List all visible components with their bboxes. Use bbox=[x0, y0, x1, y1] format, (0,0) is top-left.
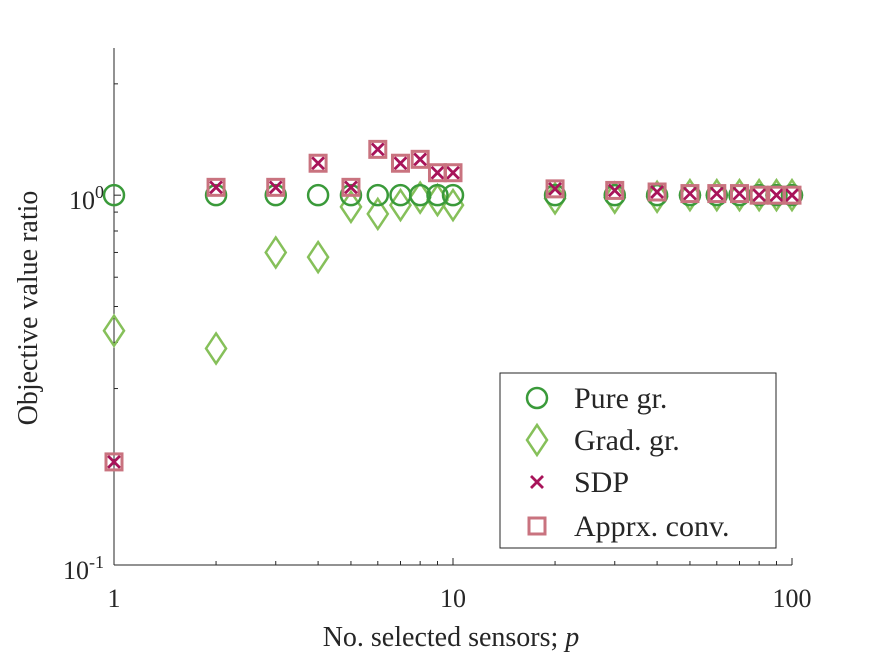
ticks: 1 10 100 10-1 100 bbox=[63, 83, 812, 613]
x-point bbox=[682, 186, 697, 201]
legend-label: Pure gr. bbox=[574, 382, 667, 415]
square-point bbox=[443, 163, 463, 183]
x-point bbox=[393, 156, 408, 171]
series-circle bbox=[102, 183, 804, 207]
x-point bbox=[446, 165, 460, 180]
x-point bbox=[548, 181, 563, 196]
circle-point bbox=[102, 183, 126, 207]
legend-label: SDP bbox=[574, 466, 629, 499]
circle-point bbox=[543, 183, 567, 207]
x-tick-label: 10 bbox=[440, 584, 466, 613]
circle-point bbox=[780, 183, 804, 207]
x-tick-label: 100 bbox=[773, 584, 812, 613]
circle-point bbox=[366, 183, 390, 207]
square-point bbox=[341, 177, 361, 197]
x-point bbox=[268, 180, 283, 195]
series-square bbox=[104, 139, 802, 472]
square-point bbox=[390, 153, 410, 173]
x-point bbox=[311, 156, 326, 171]
y-tick-label: 10-1 bbox=[63, 552, 104, 585]
circle-point bbox=[603, 183, 626, 207]
y-tick-label: 100 bbox=[69, 182, 104, 215]
x-point bbox=[370, 142, 385, 157]
square-point bbox=[410, 149, 430, 169]
legend-label: Grad. gr. bbox=[574, 424, 680, 457]
square-point bbox=[647, 182, 667, 202]
diamond-point bbox=[388, 187, 412, 223]
x-point bbox=[785, 188, 799, 203]
y-axis-label: Objective value ratio bbox=[13, 191, 44, 426]
legend-x-icon bbox=[530, 475, 544, 489]
x-point bbox=[430, 165, 445, 180]
x-point bbox=[107, 454, 121, 469]
circle-point bbox=[426, 183, 449, 207]
circle-point bbox=[408, 183, 432, 207]
circle-point bbox=[264, 183, 287, 207]
square-point bbox=[680, 184, 700, 204]
square-point bbox=[707, 184, 727, 204]
x-point bbox=[769, 188, 784, 203]
x-point bbox=[732, 186, 747, 201]
x-tick-label: 1 bbox=[108, 584, 121, 613]
legend-diamond-icon bbox=[525, 422, 549, 458]
diamond-point bbox=[102, 313, 126, 348]
x-point bbox=[752, 188, 767, 203]
diamond-point bbox=[306, 239, 330, 275]
legend-label: Apprx. conv. bbox=[574, 510, 730, 543]
square-point bbox=[206, 177, 226, 197]
circle-point bbox=[306, 183, 330, 207]
square-point bbox=[368, 139, 388, 159]
circle-point bbox=[204, 183, 228, 207]
square-point bbox=[545, 179, 565, 199]
x-point bbox=[607, 183, 622, 198]
circle-point bbox=[339, 183, 363, 207]
square-point bbox=[308, 153, 328, 173]
circle-point bbox=[441, 183, 465, 207]
x-point bbox=[650, 185, 665, 199]
x-axis-label: No. selected sensors; p bbox=[323, 622, 580, 653]
square-point bbox=[782, 185, 802, 205]
x-point bbox=[209, 180, 224, 195]
legend-circle-icon bbox=[525, 386, 549, 410]
square-point bbox=[729, 184, 749, 204]
x-point bbox=[413, 152, 428, 167]
square-point bbox=[605, 180, 625, 200]
square-point bbox=[266, 177, 286, 197]
series-x bbox=[107, 142, 799, 469]
diamond-point bbox=[204, 331, 228, 366]
legend: Pure gr. Grad. gr. SDP Apprx. conv. bbox=[499, 372, 777, 549]
square-point bbox=[104, 452, 124, 472]
data-marks bbox=[102, 139, 804, 472]
legend-square-icon bbox=[527, 516, 547, 536]
diamond-point bbox=[264, 235, 288, 270]
x-point bbox=[709, 186, 724, 201]
x-point bbox=[343, 180, 358, 195]
diamond-point bbox=[366, 196, 390, 232]
